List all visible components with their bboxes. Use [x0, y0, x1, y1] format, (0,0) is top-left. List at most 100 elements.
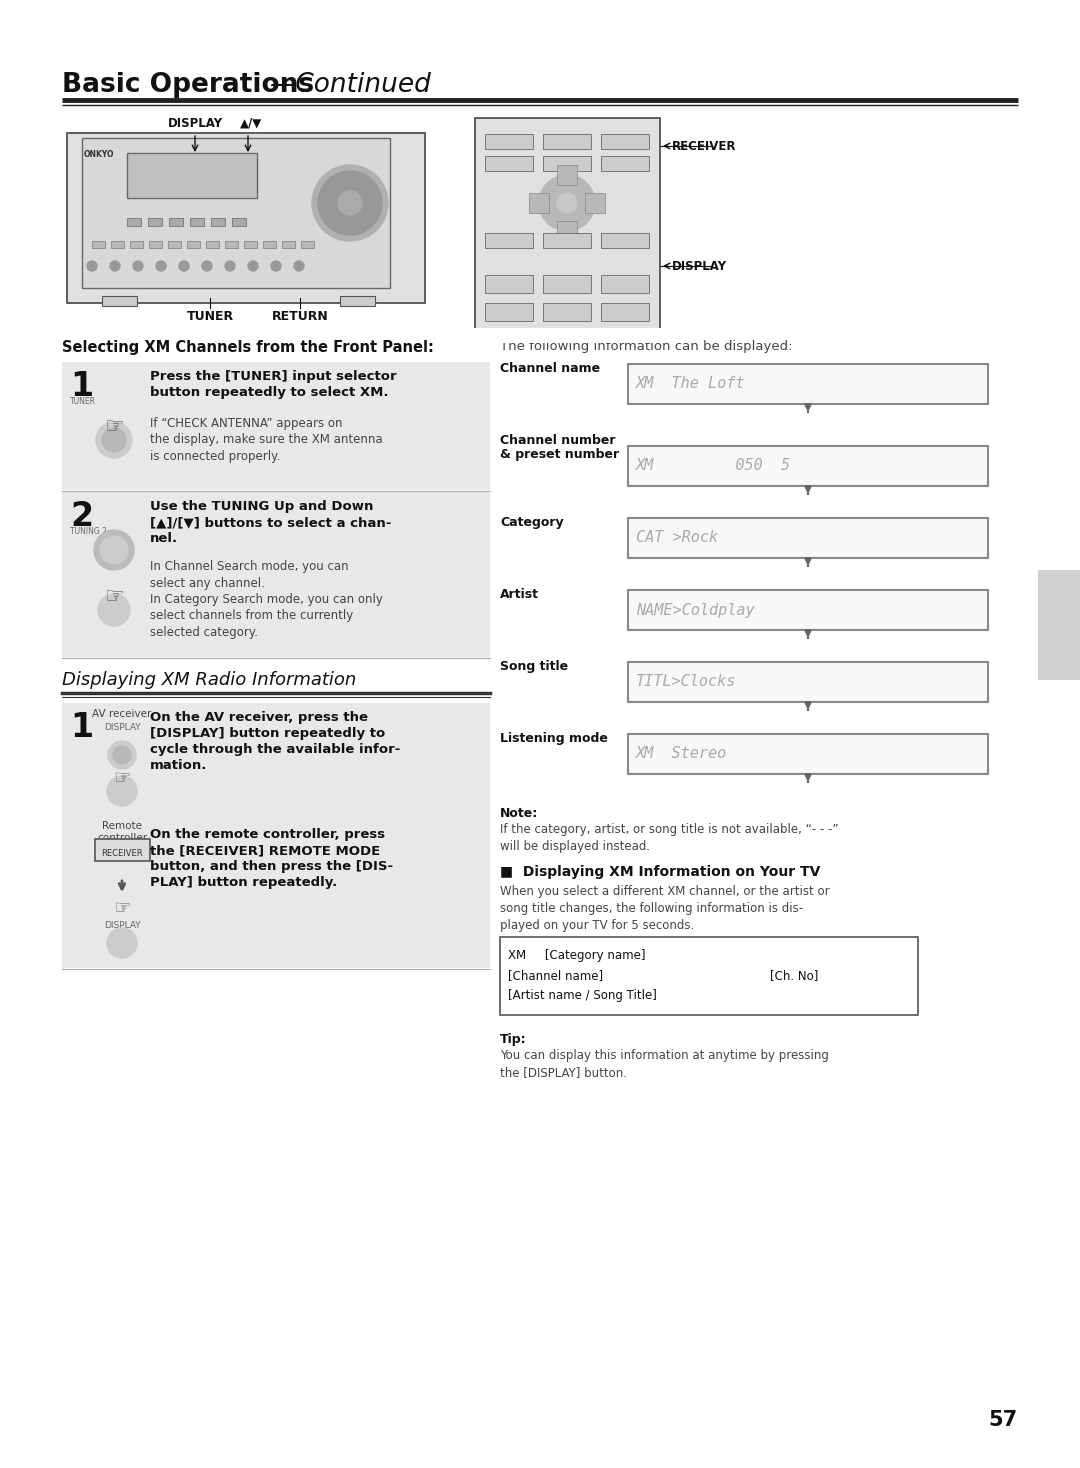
- Circle shape: [87, 261, 97, 272]
- Text: Song title: Song title: [500, 661, 568, 672]
- Text: Use the TUNING Up and Down
[▲]/[▼] buttons to select a chan-
nel.: Use the TUNING Up and Down [▲]/[▼] butto…: [150, 501, 391, 545]
- Text: Tip:: Tip:: [500, 1033, 527, 1047]
- Circle shape: [202, 261, 212, 272]
- Bar: [557, 164, 577, 185]
- Text: Remote
controller: Remote controller: [97, 821, 147, 843]
- Bar: [232, 219, 246, 226]
- Text: AV receiver: AV receiver: [92, 709, 151, 719]
- Bar: [485, 134, 534, 148]
- Text: ☞: ☞: [104, 587, 124, 606]
- Text: DISPLAY: DISPLAY: [104, 920, 140, 931]
- Bar: [500, 937, 918, 1014]
- Bar: [244, 241, 257, 248]
- Text: ONKYO: ONKYO: [84, 150, 114, 159]
- Circle shape: [96, 421, 132, 458]
- Text: TUNING 2: TUNING 2: [70, 527, 107, 536]
- Text: When you select a different XM channel, or the artist or
song title changes, the: When you select a different XM channel, …: [500, 885, 829, 932]
- Bar: [92, 241, 105, 248]
- Bar: [62, 703, 490, 967]
- Text: 2: 2: [70, 501, 93, 533]
- Text: DISPLAY: DISPLAY: [167, 117, 222, 131]
- Text: If the category, artist, or song title is not available, “- - -”
will be display: If the category, artist, or song title i…: [500, 824, 838, 853]
- Circle shape: [179, 261, 189, 272]
- Bar: [600, 156, 649, 170]
- Text: Press the [TUNER] input selector
button repeatedly to select XM.: Press the [TUNER] input selector button …: [150, 370, 396, 399]
- Circle shape: [312, 164, 388, 241]
- Text: TITL>Clocks: TITL>Clocks: [636, 674, 737, 690]
- Bar: [1038, 570, 1080, 680]
- Bar: [600, 134, 649, 148]
- Bar: [485, 233, 534, 248]
- Text: On the remote controller, press
the [RECEIVER] REMOTE MODE
button, and then pres: On the remote controller, press the [REC…: [150, 828, 393, 890]
- Circle shape: [294, 261, 303, 272]
- Circle shape: [98, 595, 130, 625]
- Text: [Ch. No]: [Ch. No]: [770, 969, 818, 982]
- Text: [Channel name]: [Channel name]: [508, 969, 603, 982]
- Text: RECEIVER: RECEIVER: [672, 139, 737, 153]
- Bar: [585, 192, 605, 213]
- Bar: [470, 327, 665, 344]
- Circle shape: [100, 536, 129, 564]
- Bar: [168, 241, 181, 248]
- Text: NAME>Coldplay: NAME>Coldplay: [636, 602, 755, 618]
- Bar: [340, 297, 375, 305]
- Text: XM  Stereo: XM Stereo: [636, 747, 727, 762]
- Text: The following information can be displayed:: The following information can be display…: [500, 341, 793, 352]
- Text: 57: 57: [989, 1409, 1018, 1430]
- Bar: [600, 302, 649, 321]
- Bar: [557, 222, 577, 241]
- Text: DISPLAY: DISPLAY: [104, 724, 140, 733]
- Circle shape: [156, 261, 166, 272]
- Text: XM  The Loft: XM The Loft: [636, 376, 745, 392]
- Bar: [627, 364, 988, 404]
- Bar: [627, 446, 988, 486]
- Bar: [62, 363, 490, 490]
- Bar: [62, 492, 490, 658]
- Bar: [627, 734, 988, 774]
- Circle shape: [133, 261, 143, 272]
- Text: ■  Displaying XM Information on Your TV: ■ Displaying XM Information on Your TV: [500, 865, 821, 879]
- Bar: [148, 219, 162, 226]
- Text: & preset number: & preset number: [500, 448, 619, 461]
- Circle shape: [557, 192, 577, 213]
- Circle shape: [318, 170, 382, 235]
- Text: XM         050  5: XM 050 5: [636, 458, 792, 474]
- Text: In Channel Search mode, you can
select any channel.
In Category Search mode, you: In Channel Search mode, you can select a…: [150, 559, 383, 639]
- Text: —Continued: —Continued: [270, 72, 432, 98]
- Circle shape: [94, 530, 134, 570]
- Circle shape: [113, 746, 131, 763]
- Bar: [627, 662, 988, 702]
- Text: ☞: ☞: [113, 898, 131, 918]
- Bar: [225, 241, 238, 248]
- Text: Basic Operations: Basic Operations: [62, 72, 314, 98]
- Bar: [187, 241, 200, 248]
- Bar: [543, 233, 591, 248]
- Bar: [529, 192, 549, 213]
- Bar: [485, 275, 534, 294]
- Bar: [190, 219, 204, 226]
- Bar: [67, 134, 426, 302]
- Text: 1: 1: [70, 711, 93, 744]
- Bar: [211, 219, 225, 226]
- Text: XM     [Category name]: XM [Category name]: [508, 948, 646, 962]
- Bar: [600, 233, 649, 248]
- Bar: [130, 241, 143, 248]
- Bar: [127, 219, 141, 226]
- Text: CAT >Rock: CAT >Rock: [636, 530, 718, 546]
- Bar: [206, 241, 219, 248]
- Bar: [149, 241, 162, 248]
- Circle shape: [271, 261, 281, 272]
- Text: TUNER: TUNER: [70, 396, 96, 407]
- Bar: [102, 297, 137, 305]
- Text: ▲/▼: ▲/▼: [240, 117, 262, 131]
- Bar: [301, 241, 314, 248]
- Text: Note:: Note:: [500, 807, 538, 821]
- Text: On the AV receiver, press the
[DISPLAY] button repeatedly to
cycle through the a: On the AV receiver, press the [DISPLAY] …: [150, 711, 401, 772]
- Bar: [168, 219, 183, 226]
- Bar: [627, 518, 988, 558]
- Bar: [282, 241, 295, 248]
- Text: Displaying XM Radio Information: Displaying XM Radio Information: [62, 671, 356, 688]
- Text: Channel name: Channel name: [500, 363, 600, 374]
- Text: You can display this information at anytime by pressing
the [DISPLAY] button.: You can display this information at anyt…: [500, 1050, 828, 1079]
- Bar: [95, 840, 150, 862]
